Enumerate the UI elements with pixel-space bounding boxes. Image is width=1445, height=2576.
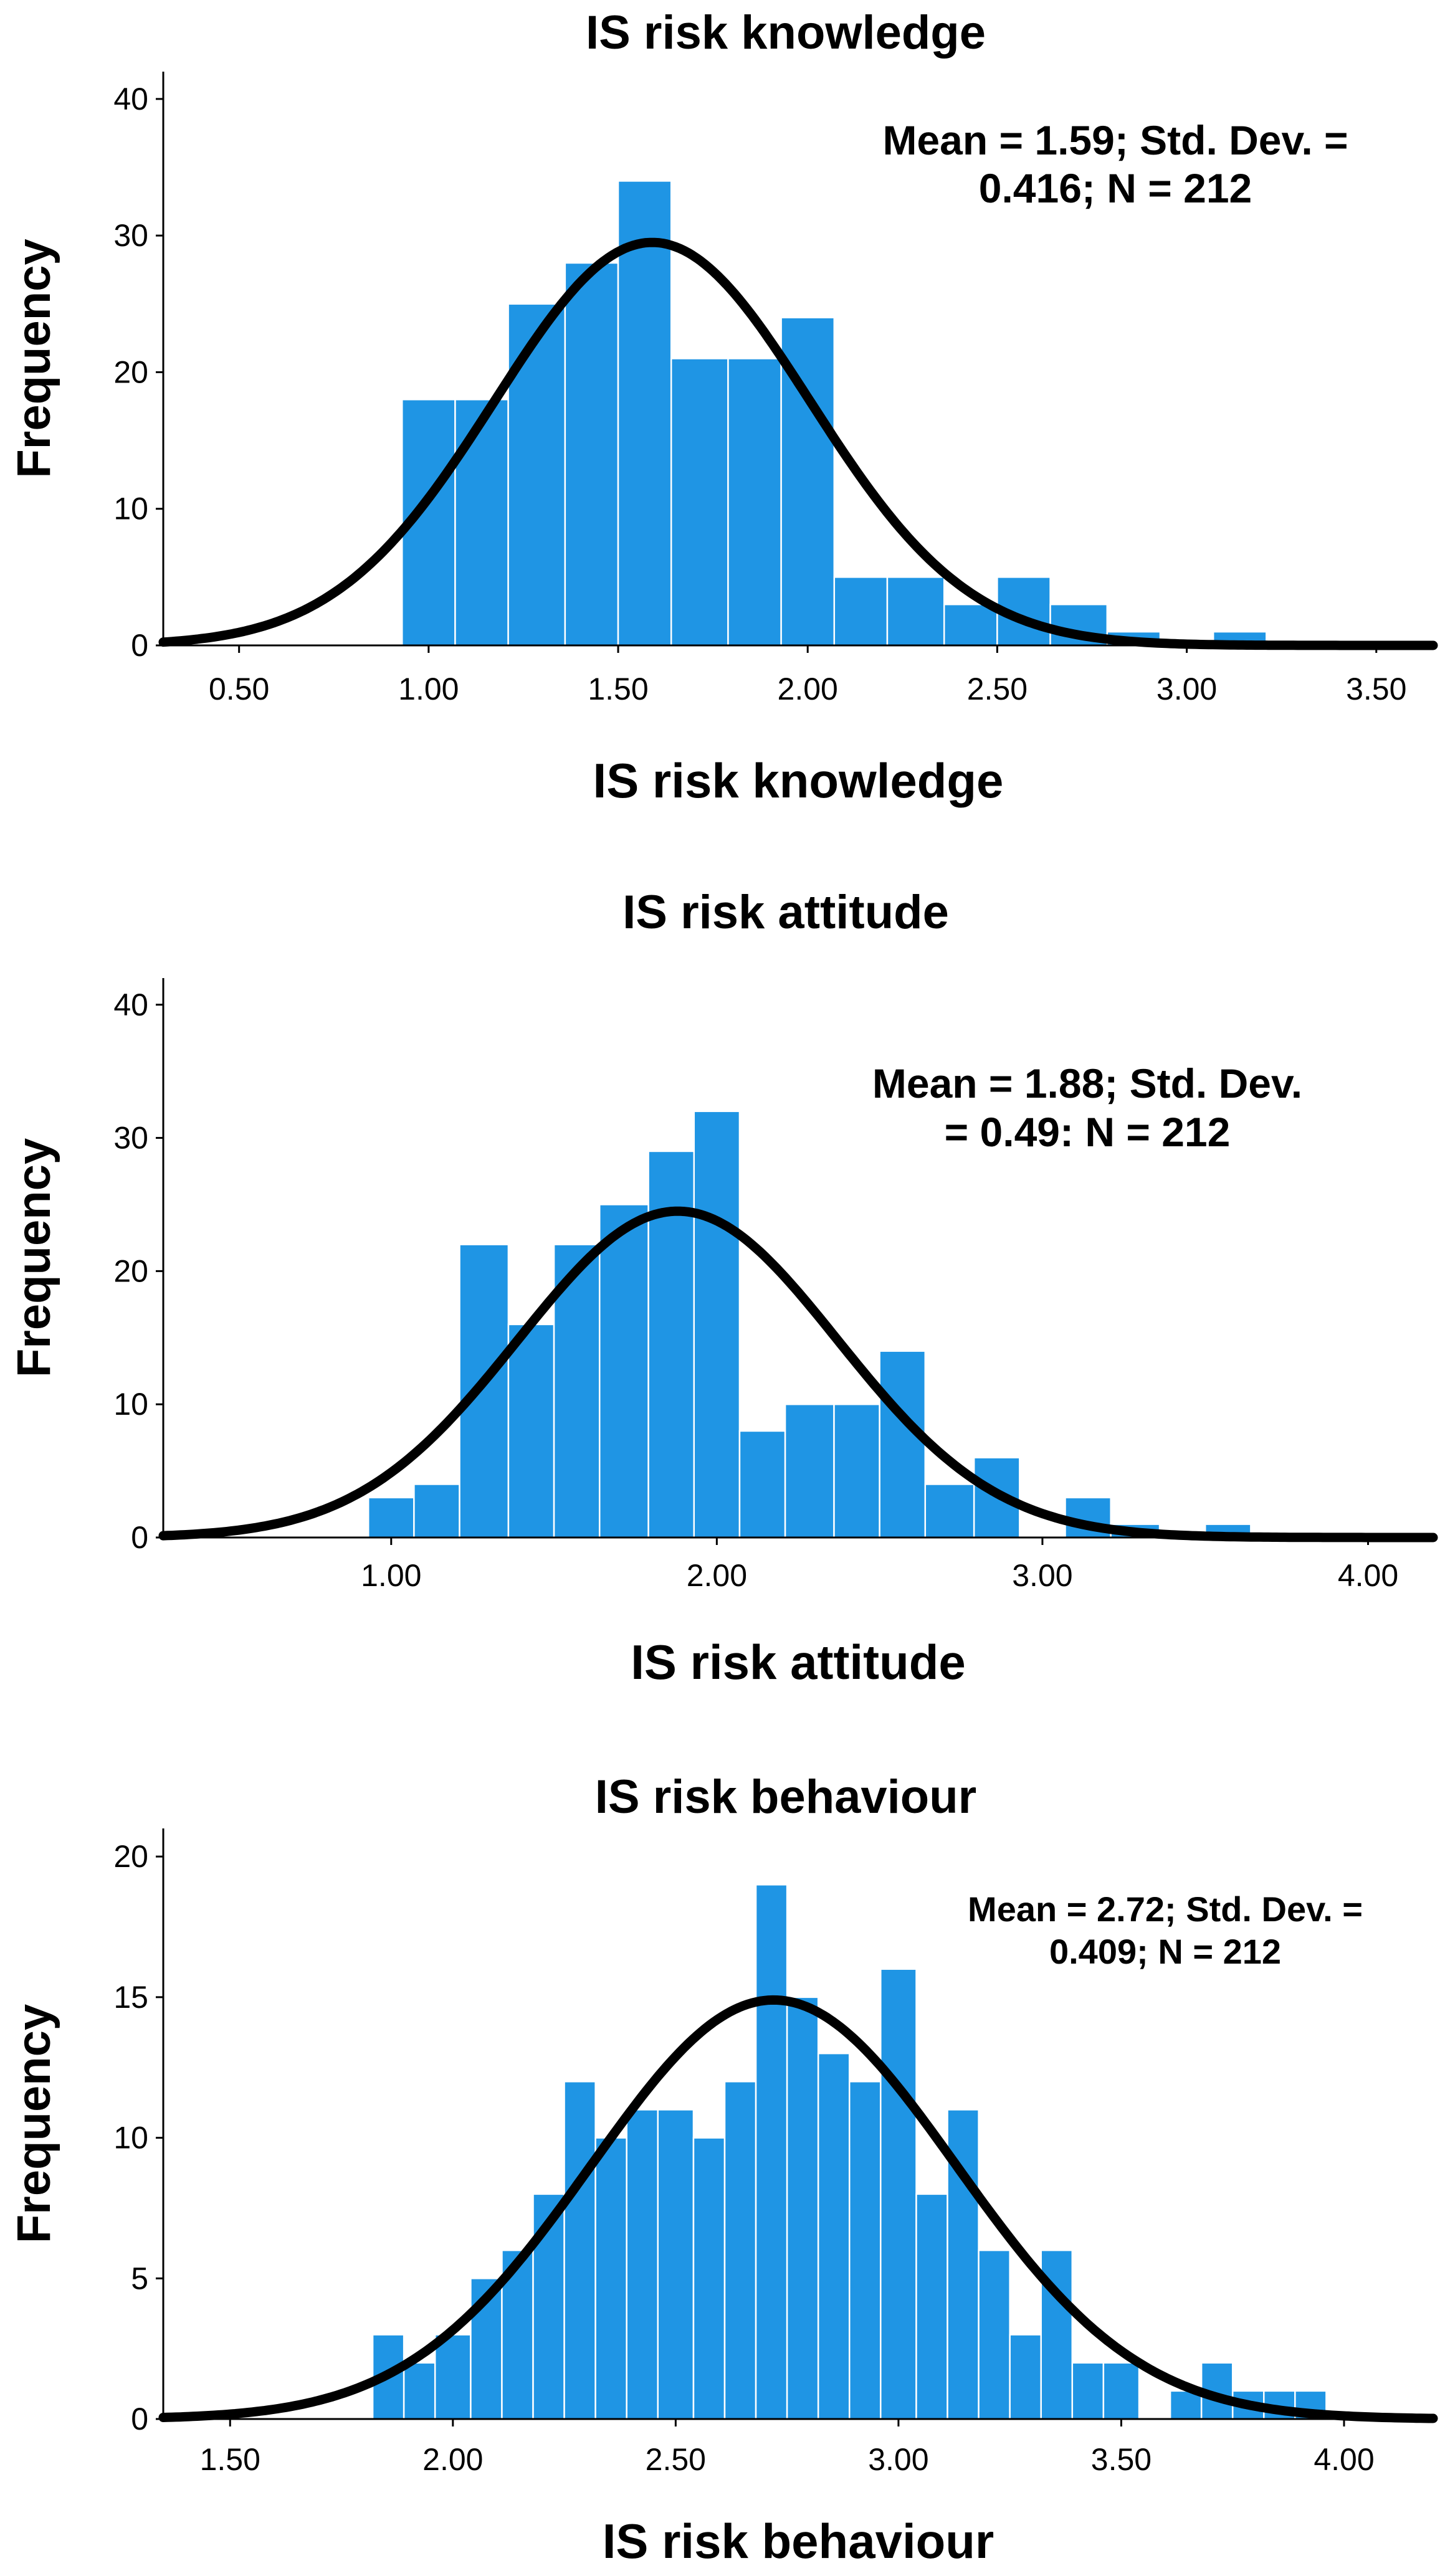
histogram-bar <box>507 1323 555 1539</box>
normal-curve <box>158 1995 1438 2423</box>
chart-title: IS risk attitude <box>622 886 949 939</box>
x-tick-label: 3.00 <box>1012 1558 1072 1593</box>
x-tick-label: 3.50 <box>1091 2442 1152 2477</box>
histogram-bar <box>886 576 945 647</box>
x-tick-label: 4.00 <box>1314 2442 1374 2477</box>
y-tick-label: 20 <box>113 1839 148 1874</box>
histogram-bar <box>403 2362 436 2420</box>
histogram-bar <box>924 1483 975 1539</box>
histogram-bar <box>755 1884 788 2420</box>
histogram-bar <box>626 2109 659 2420</box>
y-tick-label: 30 <box>113 1121 148 1156</box>
histogram-bar <box>943 603 998 647</box>
y-tick-label: 0 <box>131 1520 148 1555</box>
histogram-bar <box>367 1496 415 1539</box>
histogram-bar <box>833 576 889 647</box>
histogram-bar <box>738 1430 786 1539</box>
y-tick-label: 20 <box>113 1253 148 1288</box>
histogram-bar <box>1071 2362 1105 2420</box>
x-tick-label: 1.00 <box>361 1558 421 1593</box>
x-axis-title: IS risk knowledge <box>593 753 1004 808</box>
y-tick-label: 0 <box>131 628 148 663</box>
x-tick-label: 1.50 <box>200 2442 260 2477</box>
histogram-3-svg: IS risk behaviour 0 5 10 15 20 1.50 2.00 2.50 3.0… <box>7 1770 1438 2569</box>
histogram-panel-2: IS risk attitude 0 10 20 30 40 1.00 2.00 3.00 4.0… <box>0 847 1445 1732</box>
x-tick-label: 3.50 <box>1346 672 1406 706</box>
normal-curve <box>158 237 1438 650</box>
histogram-bar <box>692 2137 726 2420</box>
histogram-bar <box>784 1403 835 1539</box>
stats-annotation-line: Mean = 2.72; Std. Dev. = <box>968 1889 1363 1929</box>
chart-title: IS risk behaviour <box>595 1770 976 1823</box>
histogram-bar <box>459 1243 510 1539</box>
y-tick-label: 30 <box>113 218 148 253</box>
histogram-bar <box>1009 2334 1042 2420</box>
histogram-bar <box>657 2109 695 2420</box>
y-tick-label: 15 <box>113 1980 148 2015</box>
y-axis-title: Frequency <box>7 1138 60 1377</box>
histogram-bar <box>617 180 672 647</box>
histogram-bar <box>693 1110 741 1539</box>
x-tick-label: 4.00 <box>1338 1558 1398 1593</box>
y-tick-label: 10 <box>113 492 148 526</box>
stats-annotation-line: 0.409; N = 212 <box>1049 1932 1281 1971</box>
stats-annotation-line: Mean = 1.59; Std. Dev. = <box>882 117 1348 163</box>
normal-curve <box>158 1206 1438 1542</box>
stats-annotation-line: 0.416; N = 212 <box>979 165 1252 211</box>
stats-annotation-line: = 0.49: N = 212 <box>945 1109 1231 1155</box>
y-tick-label: 40 <box>113 987 148 1022</box>
stats-annotation-line: Mean = 1.88; Std. Dev. <box>872 1060 1302 1106</box>
histogram-bar <box>817 2052 851 2420</box>
histogram-bar <box>1102 2362 1140 2420</box>
histogram-bar <box>848 2081 882 2420</box>
y-tick-label: 0 <box>131 2402 148 2436</box>
y-tick-label: 10 <box>113 1387 148 1422</box>
histogram-bar <box>598 1204 649 1539</box>
histogram-bar <box>670 358 729 647</box>
x-tick-label: 2.00 <box>687 1558 747 1593</box>
histogram-bar <box>1040 2249 1074 2420</box>
y-tick-label: 10 <box>113 2121 148 2155</box>
histogram-bar <box>594 2137 627 2420</box>
x-axis-title: IS risk behaviour <box>603 2514 994 2569</box>
histogram-bar <box>786 1996 819 2420</box>
histogram-2-svg: IS risk attitude 0 10 20 30 40 1.00 2.00 3.00 4.0… <box>7 886 1438 1690</box>
y-tick-label: 20 <box>113 354 148 389</box>
histogram-bar <box>879 1350 927 1539</box>
x-tick-label: 1.50 <box>588 672 648 706</box>
x-tick-label: 3.00 <box>1156 672 1217 706</box>
x-tick-label: 2.00 <box>778 672 838 706</box>
y-axis-title: Frequency <box>7 2004 60 2243</box>
chart-title: IS risk knowledge <box>586 6 986 59</box>
x-tick-label: 2.50 <box>967 672 1028 706</box>
x-tick-label: 1.00 <box>398 672 459 706</box>
histogram-bar <box>564 262 619 647</box>
x-tick-label: 0.50 <box>209 672 269 706</box>
y-axis-title: Frequency <box>7 239 60 478</box>
x-axis-title: IS risk attitude <box>631 1635 965 1690</box>
x-tick-label: 3.00 <box>868 2442 928 2477</box>
histogram-bar <box>563 2081 596 2420</box>
x-tick-label: 2.00 <box>422 2442 483 2477</box>
x-tick-label: 2.50 <box>646 2442 706 2477</box>
histogram-bar <box>915 2193 948 2420</box>
histogram-bar <box>413 1483 460 1539</box>
histogram-bar <box>833 1403 880 1539</box>
histogram-bar <box>454 399 509 647</box>
histogram-bar <box>434 2334 472 2420</box>
histogram-bar <box>978 2249 1011 2420</box>
histogram-1-svg: IS risk knowledge 0 10 20 30 40 0.50 1.00 1.50 2.… <box>7 6 1438 808</box>
histogram-bar <box>507 303 566 647</box>
histogram-bar <box>727 358 782 647</box>
histogram-bar <box>880 1968 917 2420</box>
histogram-bar <box>723 2081 757 2420</box>
histogram-panel-1: IS risk knowledge 0 10 20 30 40 0.50 1.00 1.50 2.… <box>0 0 1445 847</box>
y-tick-label: 40 <box>113 82 148 116</box>
y-tick-label: 5 <box>131 2261 148 2296</box>
histogram-panel-3: IS risk behaviour 0 5 10 15 20 1.50 2.00 2.50 3.0… <box>0 1732 1445 2576</box>
